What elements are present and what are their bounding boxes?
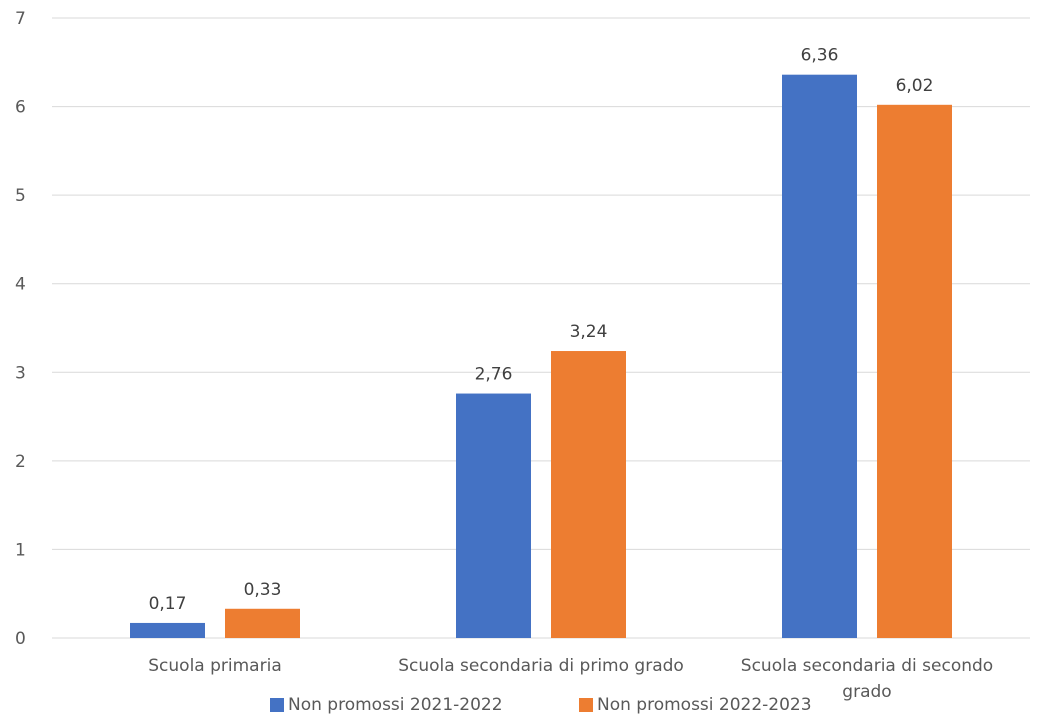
y-tick-label: 7 — [15, 9, 26, 29]
bar — [782, 74, 857, 638]
data-label: 3,24 — [570, 322, 608, 342]
bar — [551, 351, 626, 638]
y-tick-label: 3 — [15, 363, 26, 383]
data-labels: 0,17 0,33 2,76 3,24 6,36 6,02 — [149, 46, 934, 614]
x-category-label: Scuola primaria — [148, 656, 281, 676]
gridlines — [52, 17, 1030, 639]
legend: Non promossi 2021-2022 Non promossi 2022-… — [270, 695, 812, 715]
y-tick-label: 4 — [15, 275, 26, 295]
data-label: 0,33 — [244, 580, 282, 600]
data-label: 6,02 — [896, 76, 934, 96]
bars — [130, 74, 952, 639]
y-tick-label: 1 — [15, 540, 26, 560]
data-label: 0,17 — [149, 594, 187, 614]
bar — [877, 104, 952, 639]
bar — [225, 608, 300, 638]
y-tick-label: 6 — [15, 98, 26, 118]
y-tick-label: 0 — [15, 629, 26, 649]
legend-swatch — [579, 698, 593, 712]
x-category-label: Scuola secondaria di secondo grado — [741, 656, 993, 702]
y-tick-label: 2 — [15, 452, 26, 472]
data-label: 2,76 — [475, 365, 513, 385]
legend-label: Non promossi 2022-2023 — [597, 695, 812, 715]
bar — [456, 393, 531, 638]
y-tick-label: 5 — [15, 186, 26, 206]
y-axis-tick-labels: 0 1 2 3 4 5 6 7 — [15, 9, 26, 649]
x-category-label: Scuola secondaria di primo grado — [398, 656, 684, 676]
data-label: 6,36 — [801, 46, 839, 66]
legend-label: Non promossi 2021-2022 — [288, 695, 503, 715]
x-axis-category-labels: Scuola primaria Scuola secondaria di prim… — [148, 656, 993, 702]
bar — [130, 622, 205, 638]
legend-swatch — [270, 698, 284, 712]
